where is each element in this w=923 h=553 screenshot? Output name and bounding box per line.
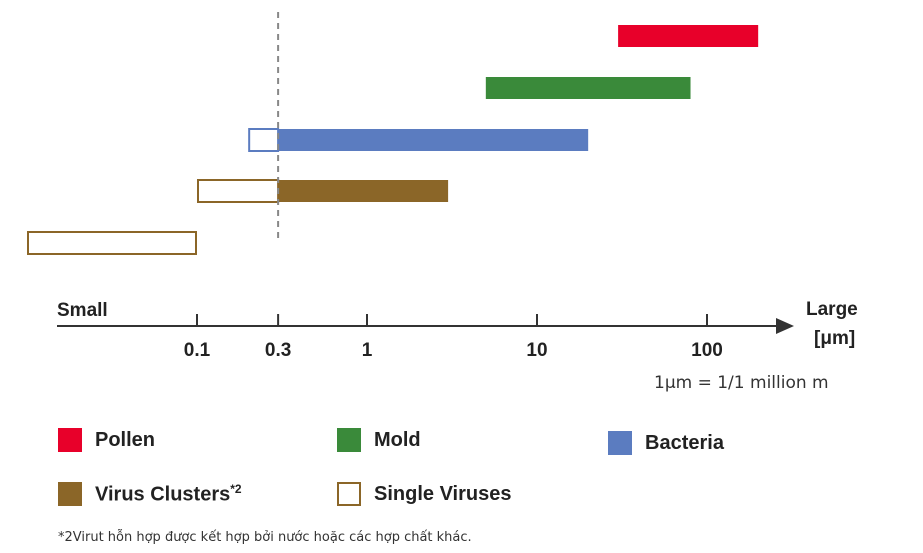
bar-pollen bbox=[618, 25, 759, 47]
bar-virus-clusters bbox=[278, 180, 449, 202]
bar-mold bbox=[485, 77, 691, 99]
axis-unit-label: [μm] bbox=[814, 328, 855, 349]
footnote: *2Virut hỗn hợp được kết hợp bởi nước ho… bbox=[58, 530, 472, 545]
bar-single-viruses bbox=[27, 231, 197, 255]
bar-bacteria bbox=[278, 129, 589, 151]
axis-tick-label: 1 bbox=[362, 340, 373, 361]
axis-arrow-icon bbox=[776, 318, 794, 334]
axis-tick-label: 100 bbox=[691, 340, 723, 361]
bar-bacteria-outline-range bbox=[248, 128, 280, 152]
unit-note: 1μm = 1/1 million m bbox=[654, 373, 829, 393]
axis-tick-label: 10 bbox=[526, 340, 547, 361]
axis-large-label: Large bbox=[806, 299, 858, 320]
axis-ticks: 0.1 0.3 1 10 100 bbox=[184, 314, 723, 361]
bar-virus-clusters-outline-range bbox=[197, 179, 280, 203]
axis-tick-label: 0.1 bbox=[184, 340, 211, 361]
axis-tick-label: 0.3 bbox=[265, 340, 291, 361]
range-bars bbox=[27, 25, 759, 255]
axis-small-label: Small bbox=[57, 300, 108, 321]
